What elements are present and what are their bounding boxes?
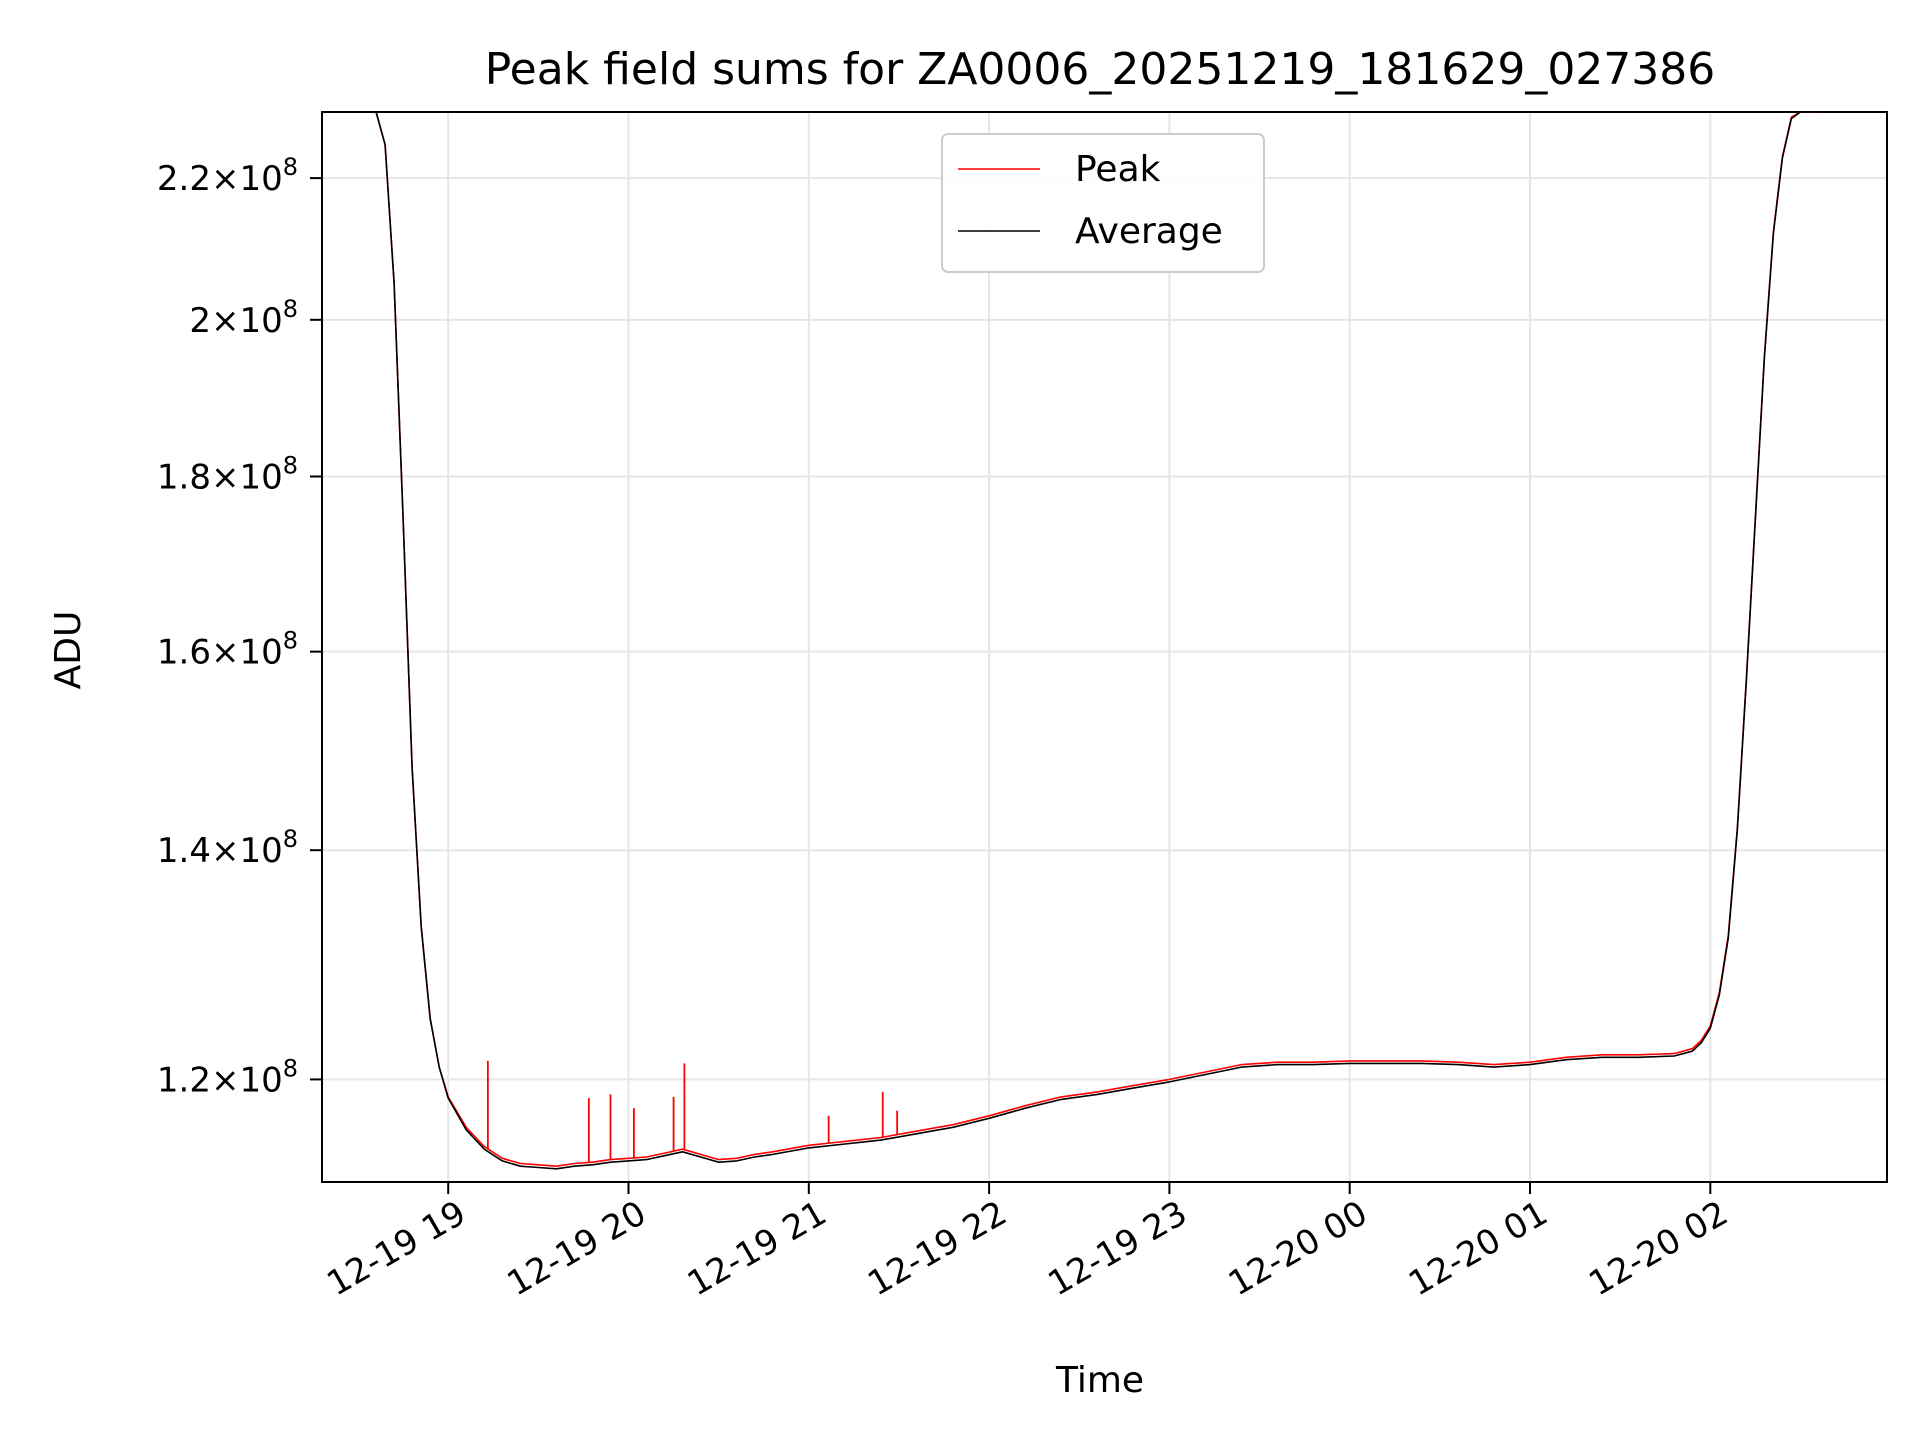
y-tick-exponent: 8 (283, 451, 298, 479)
y-tick-times-ten: ×10 (211, 301, 283, 341)
y-tick-label: 1.2×108 (157, 1054, 298, 1100)
y-tick-exponent: 8 (283, 825, 298, 853)
plot-frame (321, 111, 1888, 1183)
y-tick-label: 2×108 (189, 295, 298, 341)
y-tick-times-ten: ×10 (211, 831, 283, 871)
y-tick-label: 2.2×108 (157, 153, 298, 199)
x-axis-label: Time (1055, 1360, 1144, 1401)
y-tick-mantissa: 2.2 (157, 159, 211, 199)
y-tick-label: 1.8×108 (157, 451, 298, 497)
y-tick-times-ten: ×10 (211, 159, 283, 199)
y-tick-mantissa: 1.6 (157, 633, 211, 673)
y-tick-mantissa: 1.8 (157, 457, 211, 497)
y-tick-exponent: 8 (283, 1054, 298, 1082)
y-tick-times-ten: ×10 (211, 1060, 283, 1100)
y-tick-exponent: 8 (283, 627, 298, 655)
y-tick-mantissa: 2 (189, 301, 211, 341)
y-tick-mantissa: 1.2 (157, 1060, 211, 1100)
series-layer (375, 112, 1819, 1170)
y-tick-exponent: 8 (283, 153, 298, 181)
series-line-average (375, 112, 1819, 1170)
y-tick-times-ten: ×10 (211, 633, 283, 673)
legend-average-label: Average (1075, 211, 1223, 252)
y-axis-label: ADU (48, 611, 89, 690)
y-tick-label: 1.6×108 (157, 627, 298, 673)
legend: Peak Average (941, 133, 1265, 273)
legend-peak-label: Peak (1075, 149, 1161, 190)
y-tick-exponent: 8 (283, 295, 298, 323)
y-tick-times-ten: ×10 (211, 457, 283, 497)
y-tick-mantissa: 1.4 (157, 831, 211, 871)
chart-title: Peak field sums for ZA0006_20251219_1816… (485, 44, 1716, 95)
y-tick-label: 1.4×108 (157, 825, 298, 871)
